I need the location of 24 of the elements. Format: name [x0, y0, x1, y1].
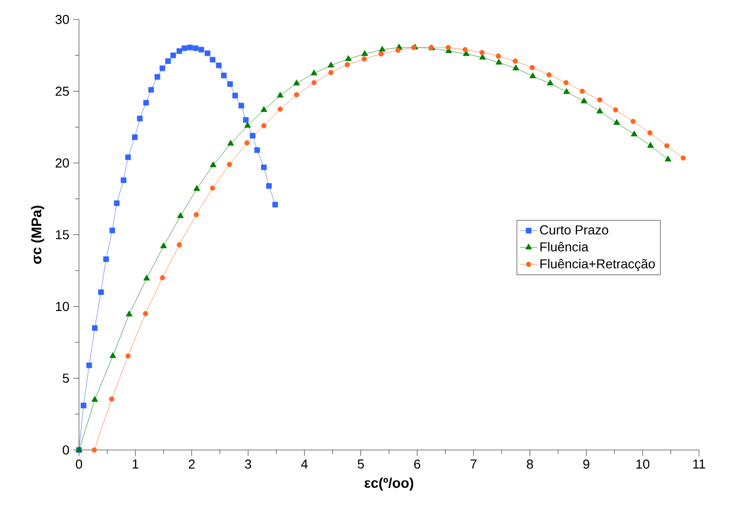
y-tick-label: 30 — [56, 14, 69, 24]
x-tick-label: 0 — [76, 460, 82, 469]
x-tick-label: 4 — [301, 460, 308, 468]
x-tick-label: 6 — [414, 460, 420, 469]
x-tick-label: 11 — [693, 460, 706, 468]
x-tick-label: 2 — [188, 460, 195, 469]
y-tick-label: 25 — [56, 86, 69, 96]
x-tick-label: 7 — [470, 460, 476, 468]
y-tick-label: 15 — [56, 230, 69, 240]
x-tick-label: 1 — [132, 460, 138, 468]
y-axis-title: σc (MPa) — [31, 206, 44, 264]
legend-label: Fluência — [540, 242, 589, 252]
x-tick-label: 8 — [526, 460, 533, 469]
y-tick-label: 0 — [62, 445, 69, 455]
y-tick-label: 10 — [56, 302, 69, 312]
legend-label: Fluência+Retracção — [540, 258, 655, 272]
x-tick-label: 10 — [636, 460, 650, 469]
x-tick-label: 9 — [583, 460, 590, 469]
legend-label: Curto Prazo — [540, 225, 608, 235]
x-axis-title: εc(º/oo) — [364, 478, 414, 491]
x-tick-label: 3 — [244, 460, 252, 469]
y-tick-label: 20 — [56, 158, 69, 168]
x-tick-label: 5 — [358, 460, 364, 469]
y-tick-label: 5 — [62, 374, 69, 383]
